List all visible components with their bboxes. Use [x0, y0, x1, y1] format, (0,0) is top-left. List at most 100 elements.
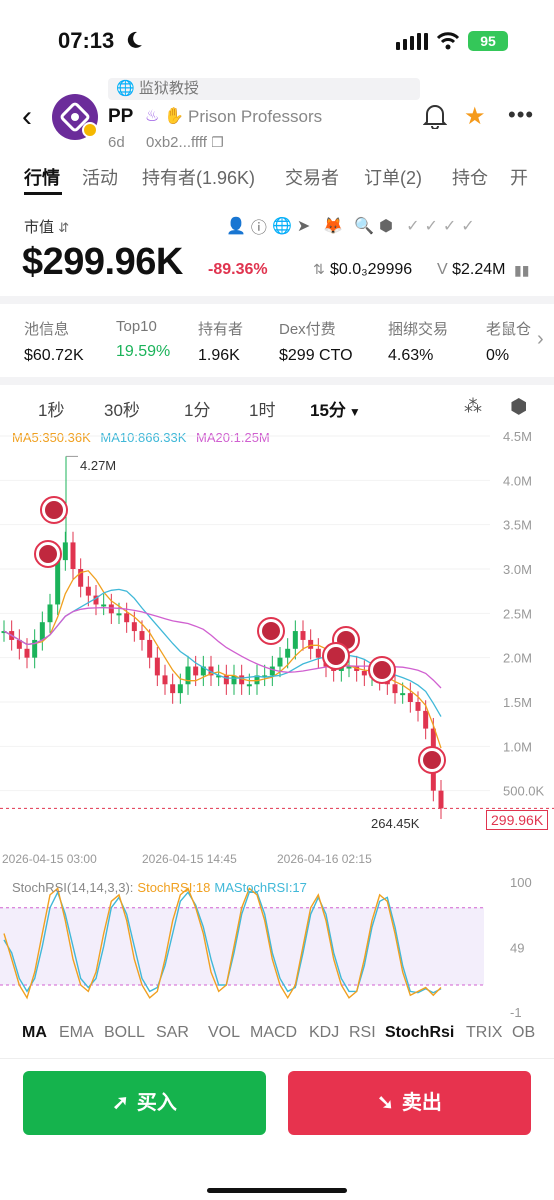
check-icon: ✓ — [406, 218, 420, 235]
y-tick-label: 2.0M — [503, 651, 532, 666]
ind-trix[interactable]: TRIX — [466, 1024, 503, 1041]
more-icon[interactable]: ••• — [508, 102, 535, 127]
tab-traders[interactable]: 交易者 — [285, 168, 339, 188]
tab-orders[interactable]: 订单(2) — [364, 168, 422, 188]
candle — [185, 666, 191, 685]
battery-indicator: 95 — [468, 31, 508, 51]
x-tick-label: 2026-04-15 14:45 — [142, 852, 237, 866]
low-label: 264.45K — [371, 816, 420, 831]
candle — [231, 675, 237, 685]
ind-kdj[interactable]: KDJ — [309, 1024, 340, 1041]
ind-sar[interactable]: SAR — [156, 1024, 189, 1041]
market-cap-label[interactable]: 市值 ⇵ — [24, 219, 70, 236]
ind-vol[interactable]: VOL — [208, 1024, 241, 1041]
bubbles-icon[interactable]: ⁂ — [464, 396, 482, 416]
ind-macd[interactable]: MACD — [250, 1024, 298, 1041]
y-tick-label: 3.5M — [503, 518, 532, 533]
ind-ma[interactable]: MA — [22, 1024, 47, 1041]
candle — [216, 675, 222, 678]
y-tick-label: 1.0M — [503, 739, 532, 754]
info-icon[interactable]: ⓘ — [250, 220, 267, 237]
ma-legend: MA5:350.36K MA10:866.33K MA20:1.25M — [12, 430, 270, 445]
trade-marker-icon — [39, 545, 57, 563]
bell-icon[interactable] — [422, 103, 448, 134]
candle — [16, 639, 22, 649]
stat-holders[interactable]: 持有者 1.96K — [198, 321, 244, 364]
y-tick-label: 1.5M — [503, 695, 532, 710]
buy-button[interactable]: ➚ 买入 — [23, 1071, 266, 1135]
indicator-tabs: MA EMA BOLL SAR VOL MACD KDJ RSI StochRs… — [0, 1024, 554, 1050]
token-price: $0.0₃29996 — [330, 261, 413, 278]
tab-more[interactable]: 开 — [510, 168, 528, 188]
flame-icon: ♨ — [145, 108, 160, 125]
stat-pool[interactable]: 池信息 $60.72K — [24, 321, 84, 364]
shield-icon[interactable]: ⬢ — [379, 218, 394, 235]
tab-positions[interactable]: 持仓 — [452, 168, 488, 188]
candle — [139, 631, 145, 640]
candle — [407, 693, 413, 702]
ind-ob[interactable]: OB — [512, 1024, 536, 1041]
candle — [177, 684, 183, 694]
candle — [246, 684, 252, 687]
y-tick-label: 500.0K — [503, 784, 545, 799]
market-cap-change: -89.36% — [208, 261, 268, 278]
stat-bundle[interactable]: 捆绑交易 4.63% — [388, 321, 449, 364]
status-time: 07:13 — [58, 28, 115, 53]
user-icon[interactable]: 👤 — [226, 218, 246, 235]
interval-30s[interactable]: 30秒 — [104, 401, 140, 420]
x-axis-labels: 2026-04-15 03:00 2026-04-15 14:45 2026-04-… — [2, 852, 372, 866]
ind-rsi[interactable]: RSI — [349, 1024, 376, 1041]
candle — [170, 684, 176, 694]
stat-dex-paid[interactable]: Dex付费 $299 CTO — [279, 321, 353, 364]
star-icon[interactable]: ★ — [464, 103, 486, 130]
social-icons-row: 👤 ⓘ 🌐 ➤ 🦊 🔍 ⬢ ✓ ✓ ✓ ✓ — [226, 214, 475, 238]
interval-1h[interactable]: 1时 — [249, 401, 276, 420]
copy-icon[interactable]: ❐ — [211, 134, 224, 150]
stoch-legend: StochRSI(14,14,3,3): StochRSI:18 MAStochRS… — [12, 880, 307, 895]
search-icon[interactable]: 🔍 — [354, 218, 375, 235]
contract-address[interactable]: 0xb2...ffff ❐ — [146, 134, 224, 151]
candle — [277, 657, 283, 667]
tab-holders[interactable]: 持有者(1.96K) — [142, 168, 256, 188]
token-cn-name: 🌐 监狱教授 — [108, 78, 420, 100]
candle — [162, 675, 168, 685]
globe-icon[interactable]: 🌐 — [271, 218, 292, 235]
arrow-up-right-icon: ➚ — [112, 1092, 129, 1114]
active-tab-indicator — [24, 192, 62, 195]
candle — [285, 648, 291, 658]
back-button[interactable]: ‹ — [22, 100, 32, 133]
interval-1m[interactable]: 1分 — [184, 401, 211, 420]
chevron-right-icon[interactable]: › — [537, 328, 544, 350]
ind-ema[interactable]: EMA — [59, 1024, 94, 1041]
token-logo — [52, 94, 98, 140]
fox-icon[interactable]: 🦊 — [323, 218, 344, 235]
stat-rat-trading[interactable]: 老鼠仓 0% — [486, 321, 532, 364]
y-tick-label: 4.0M — [503, 473, 532, 488]
ind-stochrsi[interactable]: StochRsi — [385, 1024, 455, 1041]
candle — [200, 666, 206, 676]
y-tick-label: 2.5M — [503, 606, 532, 621]
candle — [346, 666, 352, 669]
candle — [78, 569, 84, 587]
interval-1s[interactable]: 1秒 — [38, 401, 65, 420]
price-chart[interactable]: 4.5M 4.0M 3.5M 3.0M 2.5M 2.0M 1.5M 1.0M 500.0K 2… — [0, 420, 554, 1020]
candle — [62, 542, 68, 561]
stat-top10[interactable]: Top10 19.59% — [116, 318, 171, 360]
tab-activity[interactable]: 活动 — [82, 168, 118, 188]
telegram-icon[interactable]: ➤ — [296, 218, 311, 235]
wifi-icon — [436, 31, 460, 56]
tab-market[interactable]: 行情 — [24, 168, 60, 188]
candle — [300, 631, 306, 640]
candle — [70, 542, 76, 569]
candle — [39, 622, 45, 640]
settings-icon[interactable]: ⬢ — [510, 396, 528, 418]
ind-boll[interactable]: BOLL — [104, 1024, 145, 1041]
trade-marker-icon — [373, 661, 391, 679]
stoch-level-label: 49 — [510, 941, 524, 956]
volume-bars-icon: ▮▮ — [514, 262, 530, 278]
sell-button[interactable]: ➘ 卖出 — [288, 1071, 531, 1135]
check-icon: ✓ — [461, 218, 475, 235]
check-icon: ✓ — [424, 218, 438, 235]
candle — [262, 675, 268, 678]
interval-15m[interactable]: 15分 ▼ — [310, 401, 361, 420]
